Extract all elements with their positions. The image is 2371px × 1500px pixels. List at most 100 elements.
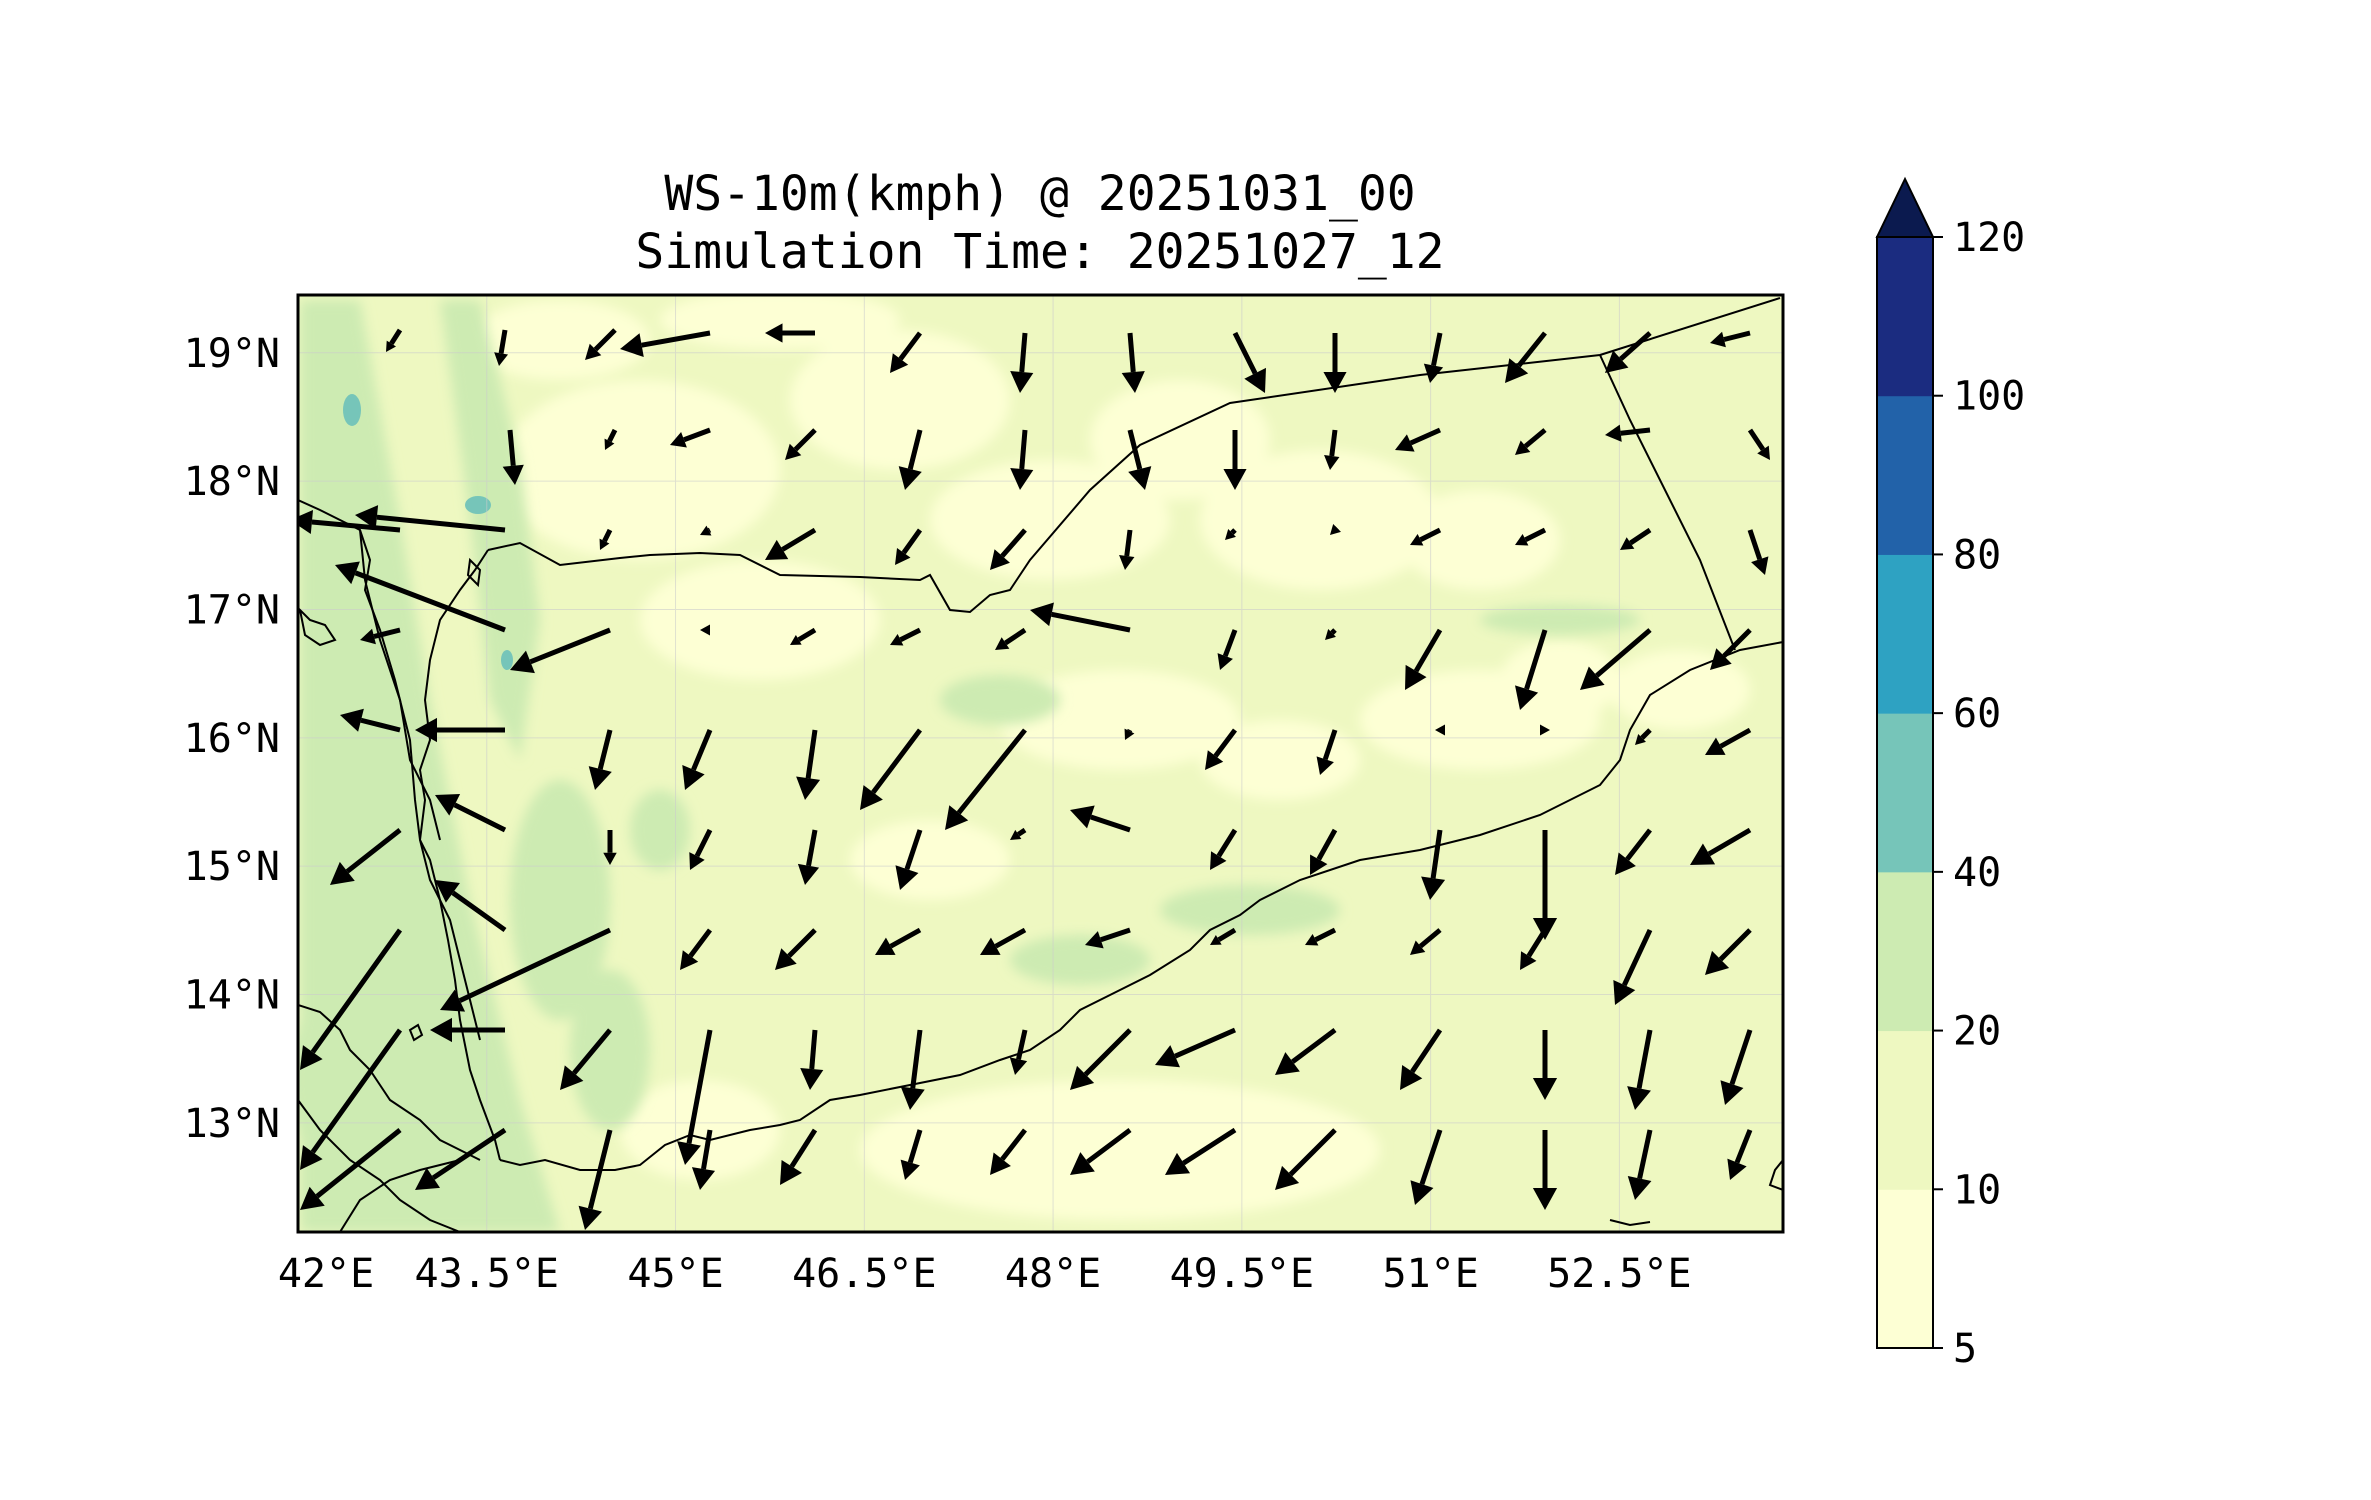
colorbar-extend-arrow: [1875, 176, 1935, 238]
wind-vector: [435, 880, 507, 933]
wind-vector: [700, 525, 712, 536]
wind-vector: [335, 561, 506, 633]
lon-tick-label: 42°E: [278, 1251, 374, 1297]
wind-vector: [1747, 529, 1769, 575]
wind-vector: [689, 828, 713, 870]
colorbar-segment: [1877, 554, 1933, 714]
wind-vector: [1720, 1029, 1753, 1105]
wind-vector: [1410, 928, 1442, 955]
wind-vector: [1710, 628, 1752, 670]
wind-vector: [1532, 830, 1558, 940]
wind-vector: [1727, 1129, 1753, 1180]
wind-vector: [980, 927, 1027, 955]
colorbar-segment: [1877, 713, 1933, 873]
lon-tick-label: 48°E: [1005, 1251, 1101, 1297]
high-wind-patches: [343, 394, 513, 670]
grid-lines: [298, 295, 1783, 1232]
wind-vector: [1124, 728, 1135, 740]
wind-vector: [890, 331, 922, 373]
wind-vectors: [298, 323, 1770, 1230]
dahlak-islands: [298, 606, 337, 647]
wind-vector: [677, 1029, 713, 1165]
wind-vector: [1520, 928, 1548, 970]
wind-vector: [1010, 332, 1034, 393]
colorbar-segment: [1877, 237, 1933, 397]
oman-coast: [1768, 1159, 1783, 1191]
wind-vector: [1613, 928, 1653, 1005]
socotra-edge: [1609, 1219, 1651, 1227]
lat-tick-label: 18°N: [184, 459, 280, 505]
colorbar-label: 100: [1953, 374, 2025, 420]
lat-tick-label: 17°N: [184, 587, 280, 633]
plot-title: WS-10m(kmph) @ 20251031_00: [664, 166, 1415, 222]
wind-vector: [765, 527, 817, 560]
wind-vector: [990, 1128, 1027, 1175]
lat-tick-label: 16°N: [184, 716, 280, 762]
wind-vector: [1605, 331, 1652, 373]
wind-vector: [680, 928, 712, 970]
wind-vector: [1540, 724, 1550, 736]
wind-speed-field: [298, 295, 1783, 1232]
wind-vector: [691, 1129, 716, 1190]
wind-vector: [995, 627, 1027, 650]
wind-vector: [1532, 1130, 1558, 1210]
wind-vector: [900, 1129, 923, 1180]
wind-vector: [560, 1028, 612, 1090]
wind-vector: [578, 1129, 613, 1230]
wind-vector: [1030, 602, 1131, 633]
hanish-island: [408, 1023, 424, 1042]
wind-vector: [1505, 331, 1547, 383]
latitude-tick-labels: 19°N 18°N 17°N 16°N 15°N 14°N 13°N: [184, 331, 280, 1147]
wind-vector: [890, 627, 922, 646]
wind-vector: [1085, 927, 1131, 949]
wind-vector: [898, 429, 923, 490]
wind-vector: [1627, 1129, 1653, 1200]
ethiopia-border: [339, 1159, 461, 1232]
wind-vector: [1232, 331, 1266, 393]
wind-vector: [494, 329, 509, 366]
farasan-islands: [466, 557, 482, 588]
wind-vector: [1515, 428, 1547, 455]
wind-vector: [1710, 330, 1751, 348]
wind-vector: [797, 829, 820, 885]
wind-vector: [1421, 829, 1446, 900]
lat-tick-label: 14°N: [184, 973, 280, 1019]
wind-vector: [1275, 1028, 1337, 1075]
wind-vector: [502, 429, 524, 485]
wind-vector: [1210, 828, 1238, 870]
wind-vector: [1690, 827, 1752, 865]
colorbar: 5 10 20 40 60 80 100 120: [1875, 176, 2025, 1372]
wind-vector: [1305, 927, 1337, 946]
yemen-south-coast: [499, 641, 1783, 1171]
wind-vector: [588, 729, 613, 790]
wind-vector: [1155, 1027, 1237, 1068]
wind-vector: [1325, 628, 1337, 640]
wind-vector: [510, 627, 611, 674]
wind-vector: [1119, 529, 1135, 570]
wind-vector: [1205, 728, 1237, 770]
wind-vector: [900, 1029, 925, 1110]
wind-vector: [1070, 805, 1131, 833]
wind-vector: [1324, 429, 1340, 470]
wind-vector: [440, 927, 612, 1012]
wind-vector: [1275, 1128, 1337, 1190]
colorbar-label: 5: [1953, 1326, 1977, 1372]
wind-vector: [1705, 928, 1752, 975]
wind-vector: [415, 1127, 507, 1190]
wind-vector: [1127, 429, 1152, 490]
lon-tick-label: 51°E: [1382, 1251, 1478, 1297]
wind-vector: [1316, 729, 1338, 775]
wind-vector: [1410, 1129, 1443, 1205]
djibouti-coast: [298, 1099, 461, 1232]
wind-vector: [895, 528, 923, 565]
lon-tick-label: 45°E: [627, 1251, 723, 1297]
yemen-saudi-border: [487, 354, 1601, 614]
wind-vector: [800, 1029, 824, 1090]
wind-vector: [603, 830, 617, 865]
wind-vector: [1310, 828, 1338, 875]
colorbar-label: 10: [1953, 1167, 2001, 1213]
colorbar-label: 80: [1953, 532, 2001, 578]
lon-tick-label: 49.5°E: [1170, 1251, 1315, 1297]
wind-vector: [1410, 527, 1442, 546]
wind-vector: [599, 528, 613, 550]
